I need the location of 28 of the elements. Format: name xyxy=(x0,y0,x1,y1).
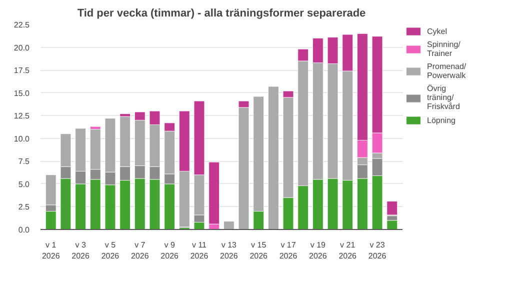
legend-label: Spinning/Trainer xyxy=(427,40,460,58)
y-tick-label: 5.0 xyxy=(18,180,30,189)
y-tick-label: 20.0 xyxy=(14,43,30,52)
x-tick-label: v 11 2026 xyxy=(190,240,209,260)
y-tick-label: 10.0 xyxy=(14,134,30,144)
y-tick-label: 12.5 xyxy=(14,112,30,121)
legend-label: Cykel xyxy=(427,26,448,36)
x-tick-label: v 15 2026 xyxy=(250,240,268,260)
x-tick-label: v 13 2026 xyxy=(220,240,238,260)
y-tick-label: 17.5 xyxy=(14,66,30,76)
x-tick-label: v 19 2026 xyxy=(309,240,328,260)
y-tick-label: 15.0 xyxy=(14,88,30,98)
legend-label: Övrig träning/Friskvård xyxy=(427,84,460,111)
x-tick-label: v 9 2026 xyxy=(160,240,180,260)
x-tick-label: v 5 2026 xyxy=(101,240,120,260)
y-tick-label: 22.5 xyxy=(14,20,30,30)
y-tick-label: 7.5 xyxy=(18,157,30,166)
legend-label: Promenad/Powerwalk xyxy=(427,62,466,80)
y-tick-label: 0.0 xyxy=(18,226,30,234)
x-tick-label: v 1 2026 xyxy=(42,240,60,260)
y-tick-label: 2.5 xyxy=(18,202,30,212)
x-tick-label: v 7 2026 xyxy=(131,240,150,260)
x-tick-label: v 3 2026 xyxy=(72,240,90,260)
legend-label: Löpning xyxy=(427,115,456,125)
x-tick-label: v 23 2026 xyxy=(368,240,387,260)
chart-title: Tid per vecka (timmar) - alla träningsformer separerade xyxy=(77,8,366,20)
x-tick-label: v 17 2026 xyxy=(279,240,298,260)
x-tick-label: v 21 2026 xyxy=(338,240,358,260)
